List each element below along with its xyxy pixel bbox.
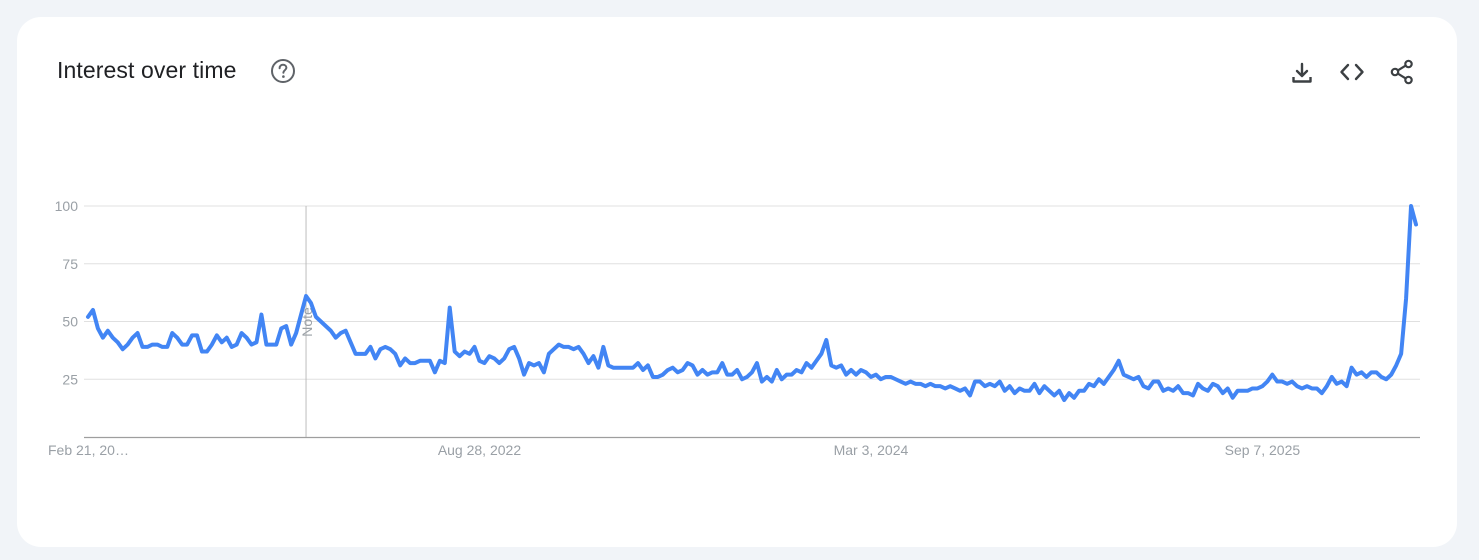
y-tick-label: 100 xyxy=(55,198,79,214)
x-tick-label: Feb 21, 20… xyxy=(48,442,129,458)
y-tick-label: 25 xyxy=(62,371,78,387)
card-title: Interest over time xyxy=(57,57,237,83)
share-icon[interactable] xyxy=(1389,59,1415,85)
series-line xyxy=(86,204,1418,403)
y-tick-label: 75 xyxy=(62,256,78,272)
download-icon[interactable] xyxy=(1289,60,1315,86)
x-tick-label: Aug 28, 2022 xyxy=(438,442,522,458)
x-tick-label: Mar 3, 2024 xyxy=(834,442,909,458)
code-icon[interactable] xyxy=(1339,59,1365,85)
y-tick-label: 50 xyxy=(62,314,78,330)
x-tick-label: Sep 7, 2025 xyxy=(1225,442,1301,458)
help-circle-icon[interactable] xyxy=(270,58,296,84)
interest-over-time-card: Interest over time xyxy=(17,17,1457,547)
